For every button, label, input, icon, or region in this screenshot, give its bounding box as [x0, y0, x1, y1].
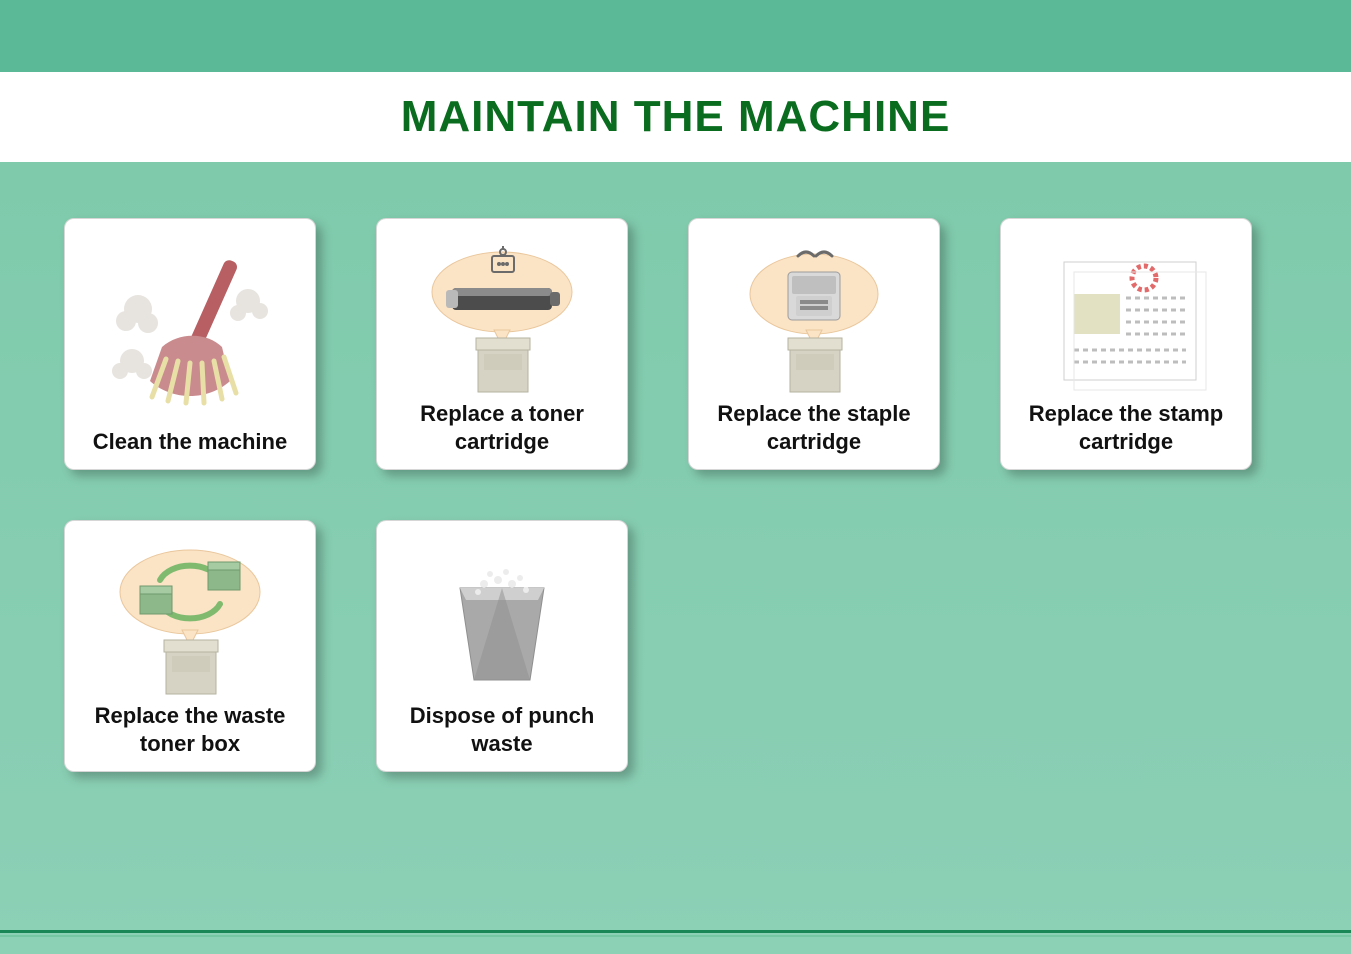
card-clean-machine[interactable]: Clean the machine: [64, 218, 316, 470]
page-title: MAINTAIN THE MACHINE: [401, 92, 951, 142]
card-label: Replace a toner cartridge: [389, 400, 615, 459]
card-label: Replace the waste toner box: [77, 702, 303, 761]
card-replace-staple[interactable]: Replace the staple cartridge: [688, 218, 940, 470]
toner-icon: [389, 235, 615, 400]
card-label: Clean the machine: [89, 428, 291, 460]
card-replace-waste[interactable]: Replace the waste toner box: [64, 520, 316, 772]
top-band: [0, 0, 1351, 72]
card-label: Dispose of punch waste: [389, 702, 615, 761]
bottom-rule: [0, 930, 1351, 940]
staple-icon: [701, 235, 927, 400]
card-replace-toner[interactable]: Replace a toner cartridge: [376, 218, 628, 470]
card-label: Replace the stamp cartridge: [1013, 400, 1239, 459]
maintain-page: MAINTAIN THE MACHINE: [0, 0, 1351, 954]
waste-toner-icon: [77, 537, 303, 702]
card-replace-stamp[interactable]: Replace the stamp cartridge: [1000, 218, 1252, 470]
card-label: Replace the staple cartridge: [701, 400, 927, 459]
stamp-icon: [1013, 235, 1239, 400]
card-grid: Clean the machine: [64, 218, 1287, 772]
title-band: MAINTAIN THE MACHINE: [0, 72, 1351, 162]
broom-icon: [77, 235, 303, 428]
punch-waste-icon: [389, 537, 615, 702]
card-dispose-punch[interactable]: Dispose of punch waste: [376, 520, 628, 772]
